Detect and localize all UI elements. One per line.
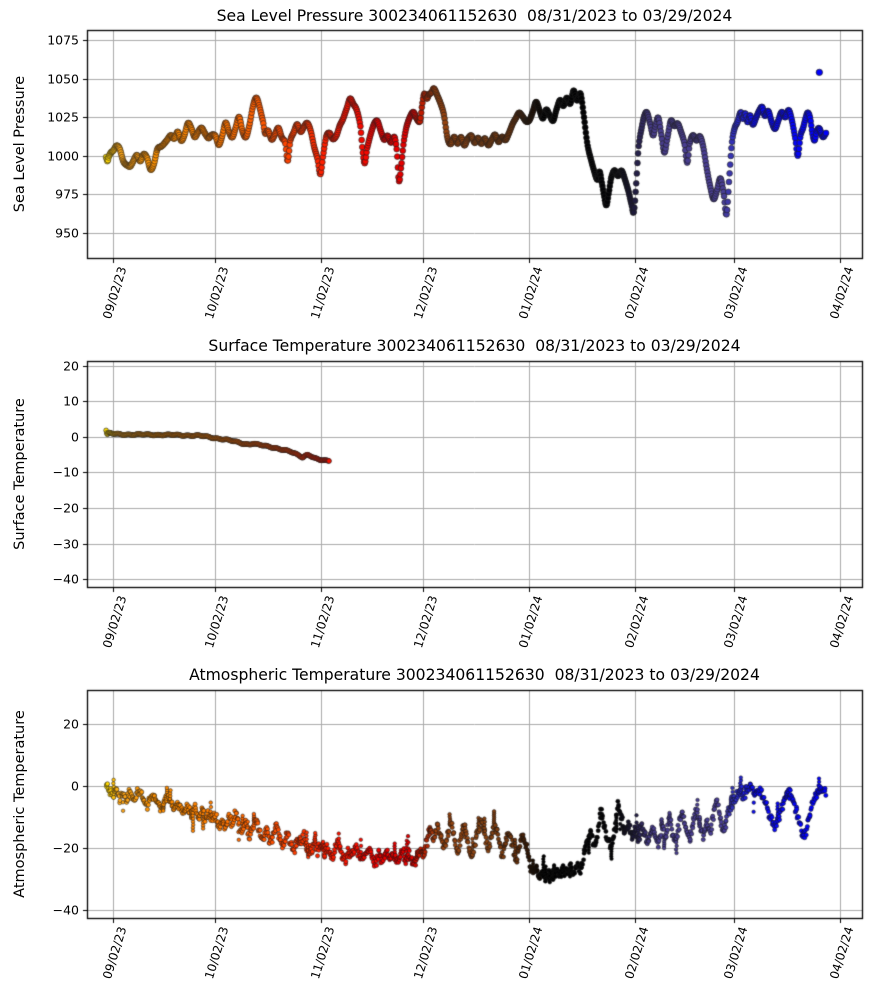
y-axis-label-atmospheric-temperature: Atmospheric Temperature — [12, 710, 28, 898]
y-tick-label: 1025 — [47, 109, 79, 125]
y-tick-label: 10 — [63, 393, 79, 409]
chart-title-atmospheric-temperature: Atmospheric Temperature 300234061152630 … — [189, 666, 760, 684]
y-tick-label: 950 — [55, 225, 79, 241]
y-tick-label: −20 — [52, 840, 79, 856]
y-tick-label: −40 — [52, 571, 79, 587]
y-tick-label: 0 — [71, 778, 79, 794]
y-tick-label: 20 — [63, 716, 79, 732]
y-tick-label: −40 — [52, 902, 79, 918]
y-tick-label: 1050 — [47, 71, 79, 87]
y-tick-label: −20 — [52, 500, 79, 516]
y-tick-label: −10 — [52, 464, 79, 480]
y-axis-label-sea-level-pressure: Sea Level Pressure — [12, 75, 28, 213]
y-tick-label: 0 — [71, 429, 79, 445]
y-tick-label: 1075 — [47, 32, 79, 48]
y-tick-label: 20 — [63, 358, 79, 374]
y-tick-label: 975 — [55, 186, 79, 202]
chart-title-sea-level-pressure: Sea Level Pressure 300234061152630 08/31… — [216, 7, 733, 25]
y-tick-label: 1000 — [47, 148, 79, 164]
y-tick-label: −30 — [52, 536, 79, 552]
y-axis-label-surface-temperature: Surface Temperature — [12, 398, 28, 550]
chart-title-surface-temperature: Surface Temperature 300234061152630 08/3… — [208, 337, 741, 355]
